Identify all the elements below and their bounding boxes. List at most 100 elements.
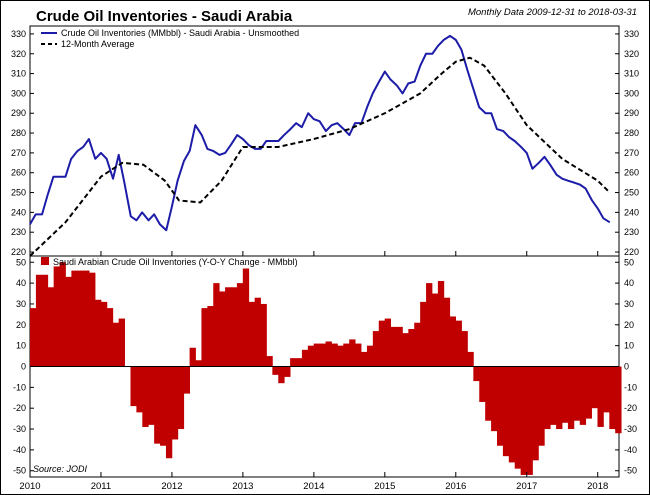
change-bar [53,266,60,367]
bottom-axis-ticks: -50 -50 -40 -40 -30 -30 -20 -20 -10 -10 0 0 10 10 20 20… [13,257,637,475]
change-bar [319,343,326,367]
x-tick-label: 2014 [303,481,324,492]
change-bar [591,366,598,409]
change-bar [89,272,96,367]
change-bar [260,303,267,367]
change-bar [520,366,527,475]
change-bar [142,366,149,427]
change-bar [496,366,504,446]
change-bar [431,293,439,367]
top-y-tick-label-right: 330 [624,29,639,39]
change-bar [71,270,78,367]
change-bar [461,331,468,367]
change-bar [414,322,421,367]
top-y-tick-label-left: 320 [11,49,26,59]
bottom-y-tick-label-right: 50 [624,257,634,267]
change-bar [361,351,368,367]
change-bar [532,366,539,461]
change-bar [171,366,179,440]
top-y-tick-label-left: 230 [11,227,26,237]
change-bars [30,262,622,475]
x-tick-label: 2017 [516,481,537,492]
average-line [29,56,611,257]
top-y-tick-label-left: 270 [11,148,26,158]
bottom-y-tick-label-left: -50 [13,466,26,476]
change-bar [473,366,480,382]
change-bar [307,345,315,367]
change-bar [201,308,208,367]
change-bar [408,328,415,367]
change-bar [479,366,486,402]
change-bar [77,270,84,367]
top-y-tick-label-left: 290 [11,108,26,118]
bottom-y-tick-label-left: -30 [13,424,26,434]
legend-inventory-label: Crude Oil Inventories (MMbbl) - Saudi Ar… [61,28,299,38]
x-tick-label: 2010 [19,481,40,492]
change-bar [349,339,356,367]
bottom-y-tick-label-right: 30 [624,299,634,309]
change-bar [189,347,196,367]
change-bar [242,268,250,367]
change-bar [225,287,232,367]
inventory-lines [29,34,611,257]
change-bar [396,326,403,367]
change-bar [609,366,616,430]
change-bar [567,366,575,430]
change-bar [136,366,143,413]
change-bar [130,366,137,407]
legend-change-label: Saudi Arabian Crude Oil Inventories (Y-O… [53,257,298,267]
top-y-tick-label-left: 240 [11,207,26,217]
change-bar [390,326,397,367]
change-bar [248,301,256,367]
top-y-tick-label-right: 280 [624,128,639,138]
change-bar [502,366,510,457]
change-bar [207,306,214,367]
change-bar [230,287,238,367]
change-bar [615,366,622,434]
change-bar [402,333,409,367]
change-bar [455,320,462,367]
source-note: Source: JODI [33,464,88,474]
change-bar [355,343,362,367]
legend-change-swatch [41,257,49,265]
top-y-tick-label-right: 300 [624,88,639,98]
change-bar [597,366,604,427]
change-bar [47,287,55,367]
change-bar [290,358,297,367]
bottom-y-tick-label-left: -20 [13,403,26,413]
bottom-y-tick-label-right: 0 [624,362,629,372]
change-bar [343,343,350,367]
change-bar [491,366,498,432]
change-bar [426,283,433,367]
change-bar [213,283,220,367]
top-y-tick-label-right: 250 [624,188,639,198]
x-tick-label: 2018 [587,481,608,492]
change-bar [183,366,190,394]
change-bar [95,299,102,367]
change-bar [508,366,516,463]
change-bar [579,366,587,425]
bottom-y-tick-label-left: 0 [21,362,26,372]
x-tick-label: 2012 [161,481,182,492]
change-bar [313,343,321,367]
top-y-tick-label-right: 270 [624,148,639,158]
change-bar [148,366,155,425]
change-bar [538,366,545,446]
bottom-y-tick-label-right: -50 [624,466,637,476]
change-bar [272,366,279,375]
top-y-tick-label-right: 260 [624,168,639,178]
change-bar [325,341,332,367]
change-bar [544,366,551,430]
top-y-tick-label-right: 220 [624,247,639,257]
bottom-y-tick-label-left: 30 [16,299,26,309]
bottom-y-tick-label-left: -40 [13,445,26,455]
bottom-y-tick-label-left: 20 [16,320,26,330]
change-bar [118,318,125,367]
change-bar [449,316,457,367]
change-bar [160,366,167,446]
change-bar [585,366,592,419]
top-y-tick-label-left: 280 [11,128,26,138]
change-bar [467,351,474,367]
change-bar [573,366,581,421]
